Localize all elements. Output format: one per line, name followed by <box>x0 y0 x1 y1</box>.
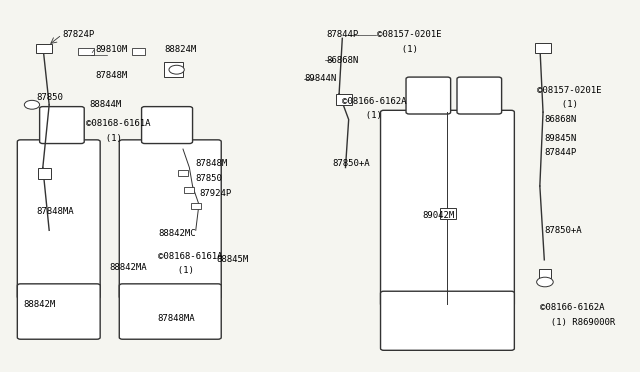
Text: (1): (1) <box>167 266 194 275</box>
Text: 87924P: 87924P <box>199 189 231 198</box>
Text: 87850+A: 87850+A <box>544 226 582 235</box>
Text: 87848MA: 87848MA <box>157 314 195 323</box>
Text: (1): (1) <box>95 134 122 142</box>
Text: 87850+A: 87850+A <box>333 159 371 169</box>
Bar <box>38 167 51 179</box>
Text: 88844M: 88844M <box>90 100 122 109</box>
Text: 88842M: 88842M <box>24 300 56 309</box>
Text: ©08166-6162A: ©08166-6162A <box>540 303 604 312</box>
Text: 88845M: 88845M <box>217 255 249 264</box>
FancyBboxPatch shape <box>381 291 515 350</box>
FancyBboxPatch shape <box>457 77 502 114</box>
Bar <box>536 43 551 53</box>
FancyBboxPatch shape <box>119 284 221 339</box>
Text: (1): (1) <box>550 100 577 109</box>
Bar <box>440 208 456 219</box>
Text: 89844N: 89844N <box>304 74 336 83</box>
Bar <box>164 62 183 77</box>
Bar <box>132 48 145 55</box>
Text: 87848M: 87848M <box>96 71 128 80</box>
Text: 87824P: 87824P <box>62 30 94 39</box>
Text: 87848MA: 87848MA <box>36 207 74 217</box>
Bar <box>191 203 201 209</box>
Text: ©08168-6161A: ©08168-6161A <box>86 119 150 128</box>
Text: 86868N: 86868N <box>326 56 358 65</box>
FancyBboxPatch shape <box>17 284 100 339</box>
FancyBboxPatch shape <box>40 107 84 144</box>
Text: ©08157-0201E: ©08157-0201E <box>378 30 442 39</box>
Text: 88842MC: 88842MC <box>159 230 196 238</box>
Text: 88842MA: 88842MA <box>109 263 147 272</box>
FancyBboxPatch shape <box>381 110 515 306</box>
Text: (1) R869000R: (1) R869000R <box>540 318 615 327</box>
Circle shape <box>24 100 40 109</box>
Text: 89042M: 89042M <box>422 211 454 220</box>
Bar <box>36 44 52 53</box>
Text: ©08157-0201E: ©08157-0201E <box>537 86 601 94</box>
FancyBboxPatch shape <box>17 140 100 299</box>
Text: ©08168-6161A: ©08168-6161A <box>157 251 222 261</box>
Bar <box>336 94 352 105</box>
Bar <box>539 269 551 278</box>
Bar <box>78 48 94 55</box>
Text: 88824M: 88824M <box>164 45 196 54</box>
Bar <box>184 187 195 193</box>
Text: 87850: 87850 <box>36 93 63 102</box>
Text: 87850: 87850 <box>196 174 223 183</box>
Circle shape <box>537 277 553 287</box>
FancyBboxPatch shape <box>119 140 221 299</box>
Text: (1): (1) <box>392 45 419 54</box>
Text: ©08166-6162A: ©08166-6162A <box>342 97 407 106</box>
Text: 86868N: 86868N <box>544 115 577 124</box>
Text: 89845N: 89845N <box>544 134 577 142</box>
Text: 87844P: 87844P <box>544 148 577 157</box>
Text: 87848M: 87848M <box>196 159 228 169</box>
FancyBboxPatch shape <box>141 107 193 144</box>
Text: 89810M: 89810M <box>96 45 128 54</box>
Text: (1): (1) <box>355 111 382 121</box>
Text: 87844P: 87844P <box>326 30 358 39</box>
Circle shape <box>169 65 184 74</box>
FancyBboxPatch shape <box>406 77 451 114</box>
Bar <box>178 170 188 176</box>
